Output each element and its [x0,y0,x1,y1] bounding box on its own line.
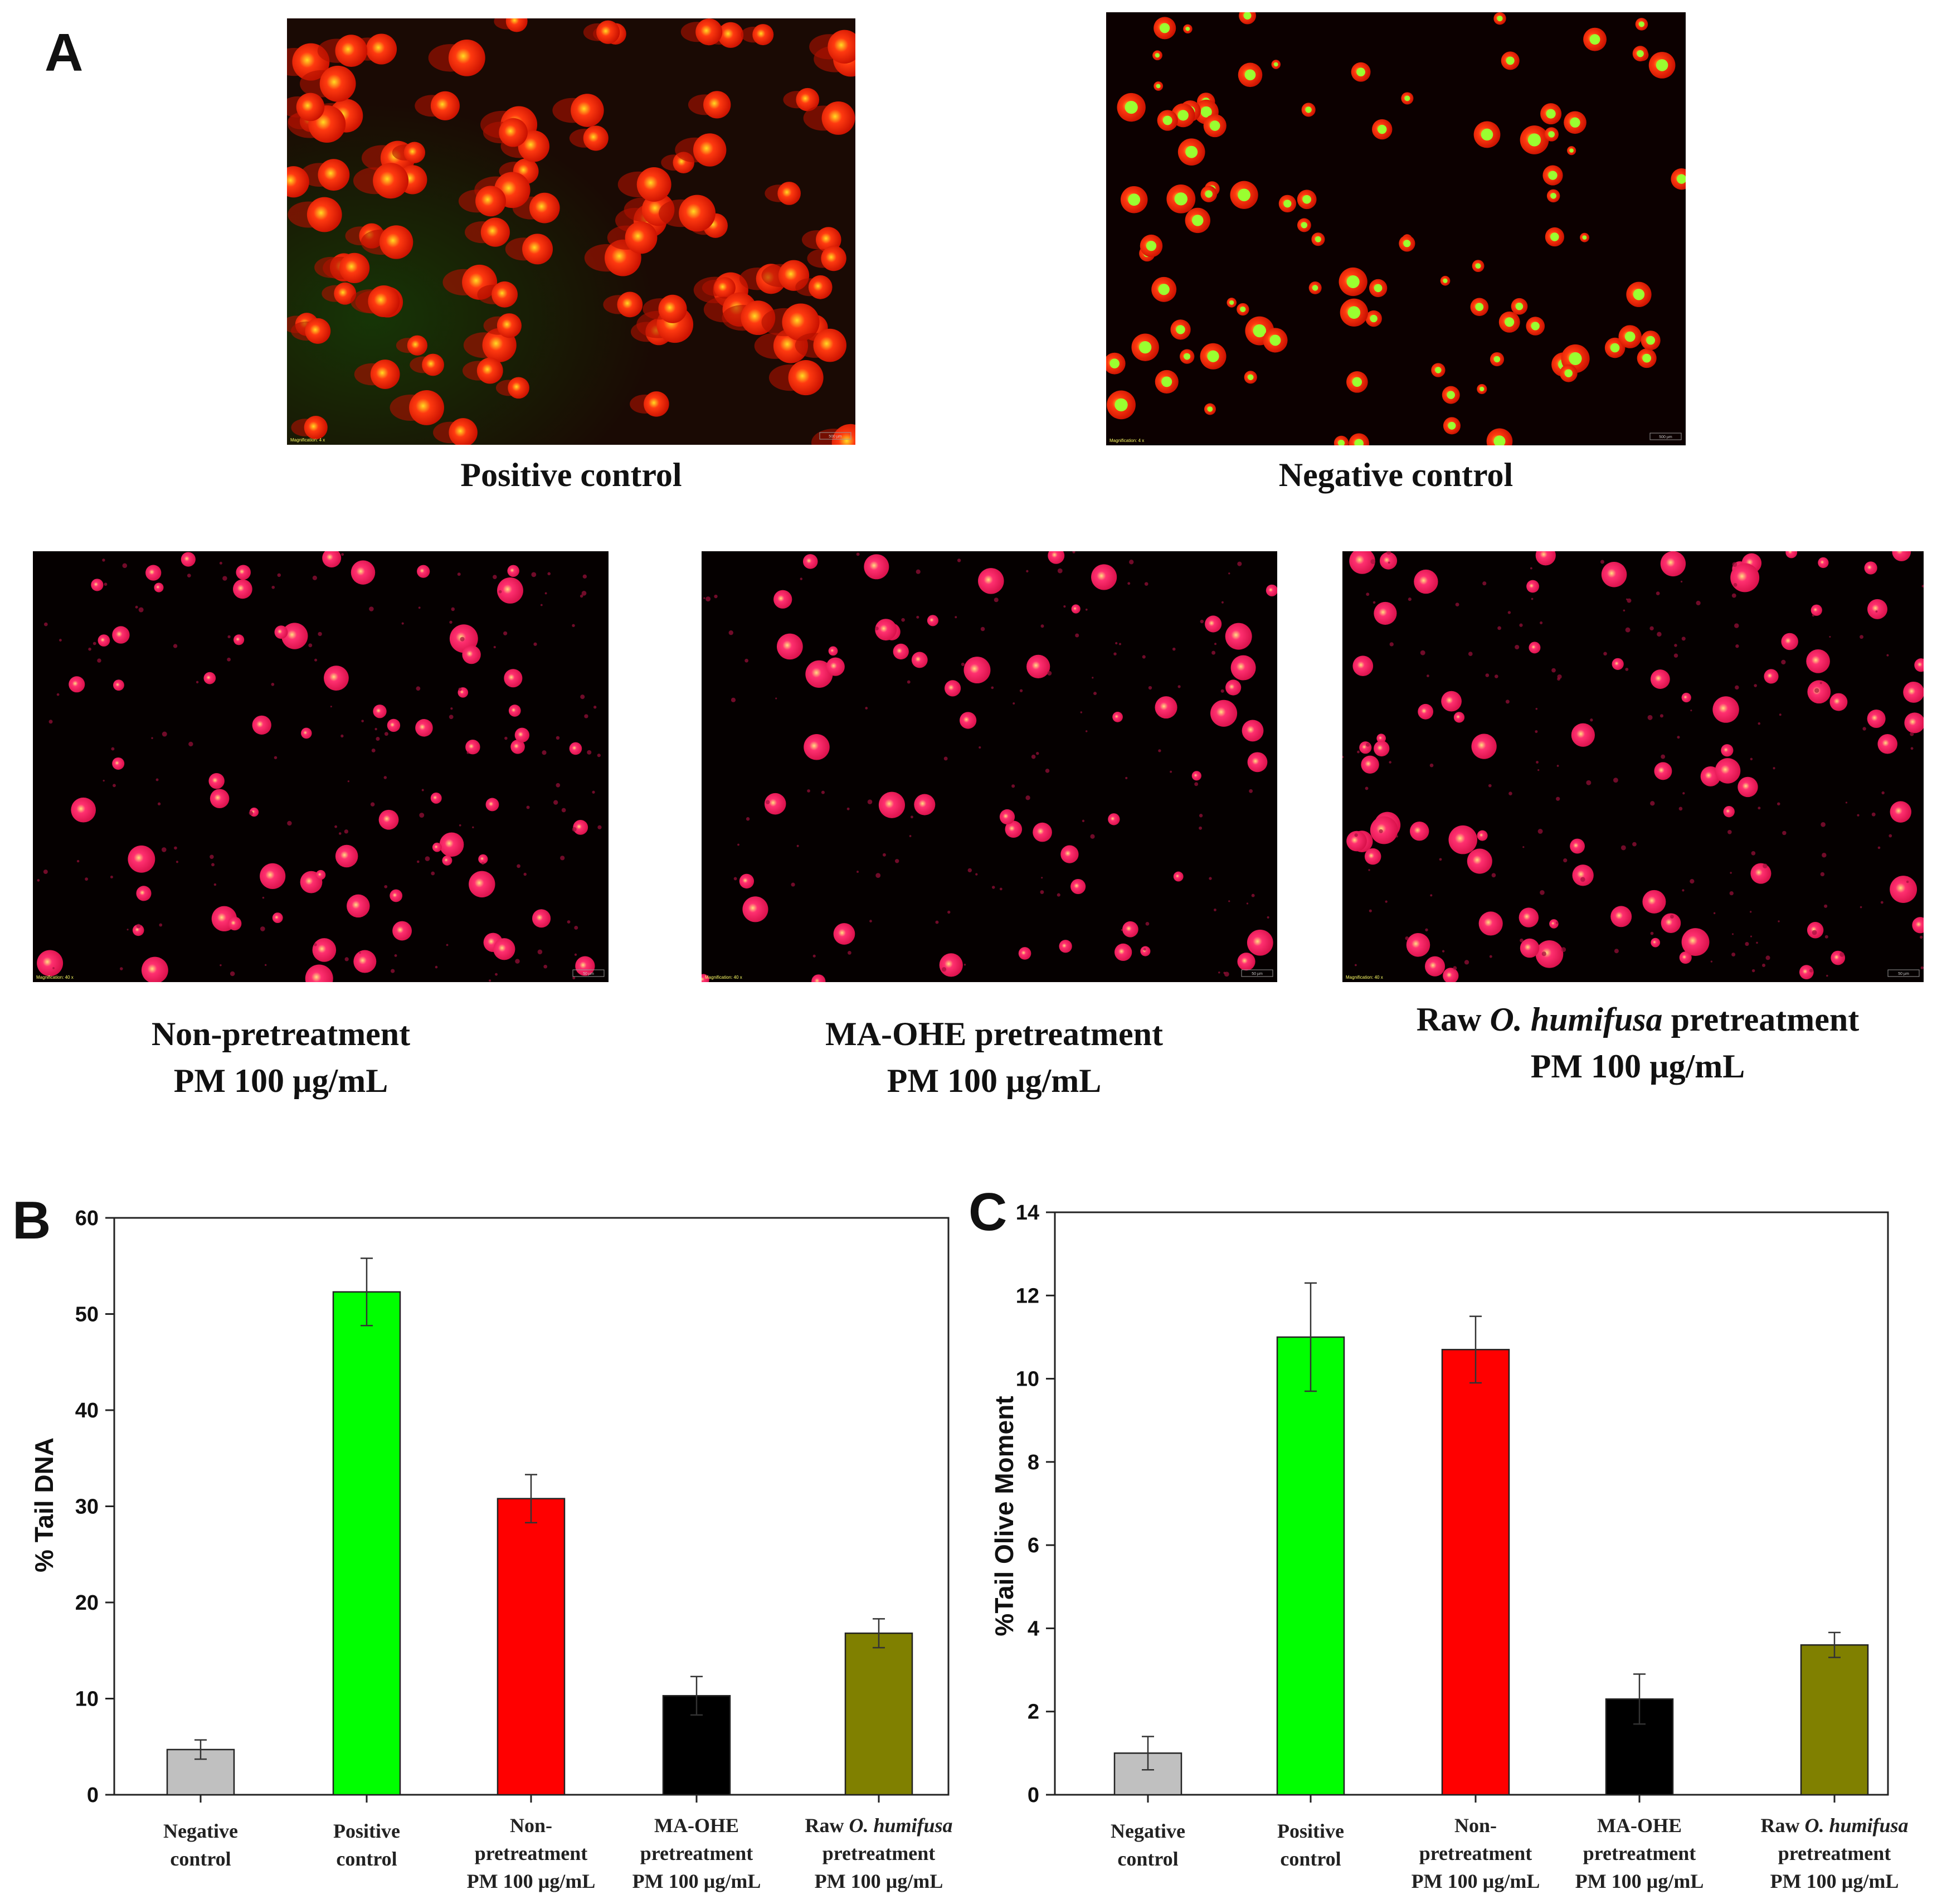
y-tick-label: 12 [1016,1284,1039,1308]
micrograph-negative-control: Magnification: 4 x 500 µm [1106,12,1686,445]
scale-bar-text: 50 µm [583,972,594,976]
x-category-label: Positive control [333,1820,400,1870]
panel-b-label: B [12,1191,51,1250]
bar [332,1291,401,1796]
caption-ma-ohe-pretreatment: MA-OHE pretreatment PM 100 µg/mL [825,1016,1163,1099]
y-tick-label: 50 [75,1303,99,1327]
caption-raw-o-humifusa: Raw O. humifusa pretreatment PM 100 µg/m… [1416,1001,1860,1085]
x-category-label: Negative control [163,1820,238,1870]
magnification-text: Magnification: 40 x [705,975,742,980]
x-category-label: MA-OHE pretreatment PM 100 µg/mL [632,1814,761,1892]
bar [1800,1644,1869,1796]
y-tick-label: 8 [1028,1451,1039,1474]
magnification-text: Magnification: 40 x [36,975,74,980]
bar [844,1632,913,1796]
micrograph-positive-control: Magnification: 4 x 500 µm [287,18,855,445]
plot-frame [1054,1211,1889,1796]
x-category-label: Negative control [1111,1820,1185,1870]
panel-c-label: C [968,1182,1008,1242]
x-category-label: Raw O. humifusa pretreatment PM 100 µg/mL [805,1814,953,1892]
x-category-label: Non-pretreatment PM 100 µg/mL [466,1814,596,1892]
scale-bar-text: 50 µm [1252,972,1263,976]
bar [1441,1349,1510,1796]
x-category-label: Raw O. humifusa pretreatment PM 100 µg/mL [1760,1814,1909,1892]
caption-non-pretreatment: Non-pretreatment PM 100 µg/mL [151,1016,411,1099]
scale-bar-text: 50 µm [1898,972,1909,976]
y-tick-label: 14 [1016,1201,1039,1225]
magnification-text: Magnification: 4 x [290,438,325,443]
bar [662,1695,731,1796]
bar [497,1498,566,1796]
bar [1605,1698,1674,1796]
y-axis-title: %Tail Olive Moment [990,1396,1019,1636]
micrograph-ma-ohe-pretreatment: Magnification: 40 x 50 µm [702,551,1277,982]
y-axis-title: % Tail DNA [30,1437,59,1572]
y-tick-label: 20 [75,1591,99,1615]
micrograph-raw-o-humifusa: Magnification: 40 x 50 µm [1342,551,1924,982]
y-tick-label: 0 [87,1784,99,1807]
y-tick-label: 6 [1028,1534,1039,1557]
y-tick-label: 30 [75,1495,99,1519]
bar [166,1748,235,1796]
x-category-label: Positive control [1277,1820,1344,1870]
plot-frame [113,1217,950,1796]
y-tick-label: 40 [75,1399,99,1422]
y-tick-label: 10 [1016,1368,1039,1391]
scale-bar-text: 500 µm [1659,435,1672,439]
y-tick-label: 60 [75,1207,99,1230]
y-tick-label: 0 [1028,1784,1039,1807]
bar [1113,1752,1182,1796]
bar [1276,1336,1345,1796]
y-tick-label: 10 [75,1688,99,1711]
x-category-label: MA-OHE pretreatment PM 100 µg/mL [1575,1814,1704,1892]
caption-negative-control: Negative control [1278,456,1513,493]
magnification-text: Magnification: 40 x [1346,975,1383,980]
caption-positive-control: Positive control [460,456,682,493]
x-category-label: Non-pretreatment PM 100 µg/mL [1411,1814,1540,1892]
magnification-text: Magnification: 4 x [1109,438,1144,443]
y-tick-label: 4 [1028,1617,1039,1640]
y-tick-label: 2 [1028,1701,1039,1724]
scale-bar-text: 500 µm [829,435,842,439]
micrograph-non-pretreatment: Magnification: 40 x 50 µm [33,551,609,982]
panel-a-label: A [45,23,84,82]
